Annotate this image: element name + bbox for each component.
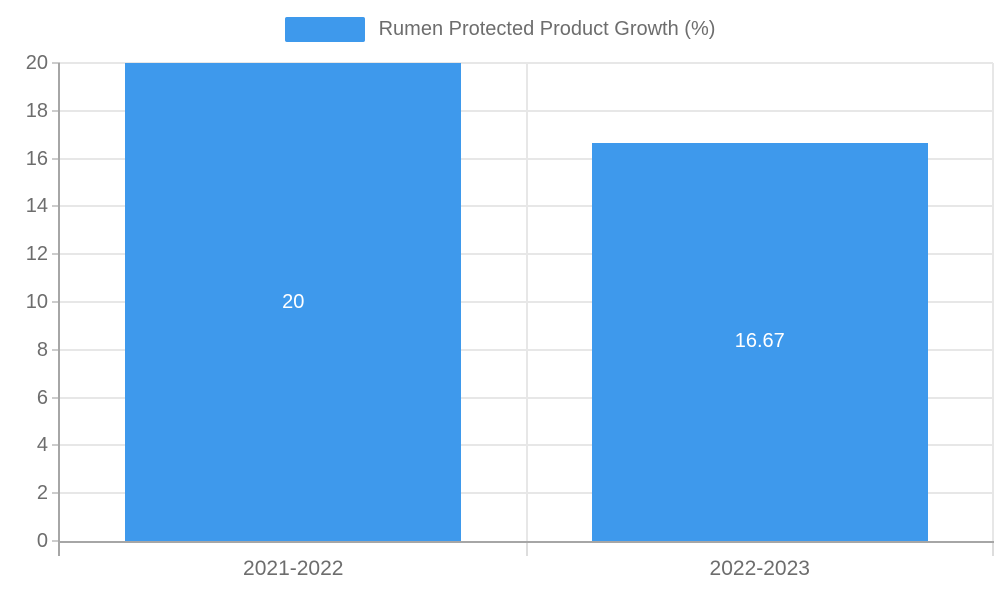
legend-label: Rumen Protected Product Growth (%) (378, 18, 716, 40)
bar[interactable]: 20 (125, 63, 462, 541)
bar-value-label: 20 (282, 290, 305, 313)
y-tick-label: 8 (36, 338, 48, 361)
y-axis-tick (52, 492, 60, 495)
y-axis-tick (52, 540, 60, 542)
y-axis-tick (52, 253, 60, 256)
x-tick-label: 2021-2022 (243, 557, 344, 580)
x-tick-label: 2022-2023 (709, 557, 810, 580)
legend-swatch-icon (284, 17, 365, 42)
y-axis-tick (52, 205, 60, 208)
y-axis-tick (52, 62, 60, 64)
grid-line-v (992, 63, 994, 541)
y-tick-label: 2 (36, 482, 48, 505)
bar-value-label: 16.67 (734, 330, 785, 353)
y-tick-label: 0 (36, 530, 48, 552)
y-axis-tick (52, 396, 60, 399)
chart-legend[interactable]: Rumen Protected Product Growth (%) (0, 17, 1000, 42)
y-axis-line (58, 63, 60, 556)
y-tick-label: 4 (36, 434, 48, 457)
y-axis-tick (52, 109, 60, 112)
grid-line-v (525, 63, 528, 541)
y-axis-tick (52, 444, 60, 447)
x-axis-line (58, 541, 994, 543)
y-tick-label: 10 (25, 291, 48, 313)
y-tick-label: 6 (36, 386, 48, 409)
y-tick-label: 12 (25, 243, 48, 266)
x-axis-tick (525, 542, 528, 556)
y-tick-label: 18 (25, 99, 48, 122)
x-axis-tick (992, 542, 994, 556)
y-tick-label: 16 (25, 147, 48, 170)
y-axis-tick (52, 301, 60, 303)
y-tick-label: 14 (25, 195, 48, 218)
y-tick-label: 20 (25, 52, 48, 74)
y-axis-tick (52, 348, 60, 351)
bar[interactable]: 16.67 (591, 142, 928, 541)
y-axis-tick (52, 157, 60, 160)
